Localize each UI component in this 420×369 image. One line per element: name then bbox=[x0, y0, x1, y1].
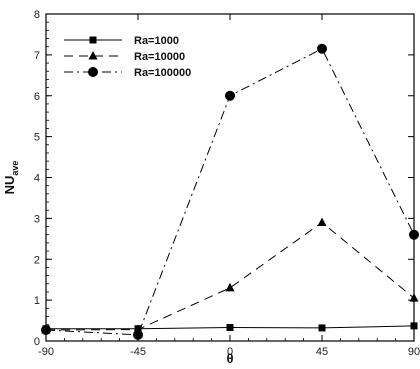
x-tick-label: 90 bbox=[408, 346, 420, 358]
data-point-square bbox=[226, 324, 234, 332]
legend-marker-square bbox=[89, 36, 97, 44]
legend-item: Ra=100000 bbox=[64, 67, 191, 79]
data-point-circle bbox=[41, 324, 51, 335]
y-tick-label: 7 bbox=[34, 50, 40, 62]
svg-text:NUave: NUave bbox=[2, 161, 20, 195]
y-tick-label: 4 bbox=[34, 173, 40, 185]
series-triangle bbox=[41, 217, 419, 334]
y-tick-label: 8 bbox=[34, 9, 40, 21]
x-axis-ticks: -90 -45 0 45 90 bbox=[38, 14, 420, 358]
y-tick-label: 6 bbox=[34, 91, 40, 103]
data-point-circle bbox=[409, 229, 419, 240]
y-tick-label: 5 bbox=[34, 132, 40, 144]
series-circle bbox=[41, 43, 419, 340]
y-axis-label-main: NU bbox=[2, 176, 17, 195]
legend-item: Ra=10000 bbox=[64, 51, 185, 63]
x-tick-label: -45 bbox=[130, 346, 146, 358]
legend-label: Ra=10000 bbox=[134, 51, 185, 63]
legend-item: Ra=1000 bbox=[64, 35, 179, 47]
series-square bbox=[42, 322, 418, 333]
legend-label: Ra=100000 bbox=[134, 67, 191, 79]
y-axis-ticks: 0 1 2 3 4 5 6 7 8 bbox=[34, 9, 414, 348]
data-point-circle bbox=[225, 90, 235, 101]
y-tick-label: 3 bbox=[34, 213, 40, 225]
data-point-circle bbox=[133, 329, 143, 340]
data-point-circle bbox=[317, 43, 327, 54]
data-point-triangle bbox=[225, 282, 235, 292]
legend-marker-triangle bbox=[88, 51, 98, 60]
x-tick-label: 45 bbox=[316, 346, 328, 358]
y-tick-label: 1 bbox=[34, 295, 40, 307]
y-axis-label: NUave bbox=[2, 161, 20, 195]
data-point-triangle bbox=[317, 217, 327, 226]
y-tick-label: 0 bbox=[34, 336, 40, 348]
plot-area bbox=[45, 13, 415, 342]
legend-marker-circle bbox=[88, 67, 98, 77]
data-point-triangle bbox=[409, 293, 419, 302]
legend-label: Ra=1000 bbox=[134, 35, 179, 47]
series-layer bbox=[41, 43, 419, 340]
y-tick-label: 2 bbox=[34, 254, 40, 266]
series-line bbox=[45, 221, 415, 331]
y-axis-label-sub: ave bbox=[10, 161, 20, 176]
data-point-square bbox=[410, 322, 418, 330]
x-axis-label: θ bbox=[226, 351, 233, 366]
data-point-square bbox=[318, 324, 326, 332]
legend: Ra=1000 Ra=10000 Ra=100000 bbox=[64, 35, 191, 79]
x-tick-label: 0 bbox=[227, 346, 233, 358]
plot-frame bbox=[45, 13, 415, 342]
x-tick-label: -90 bbox=[38, 346, 54, 358]
